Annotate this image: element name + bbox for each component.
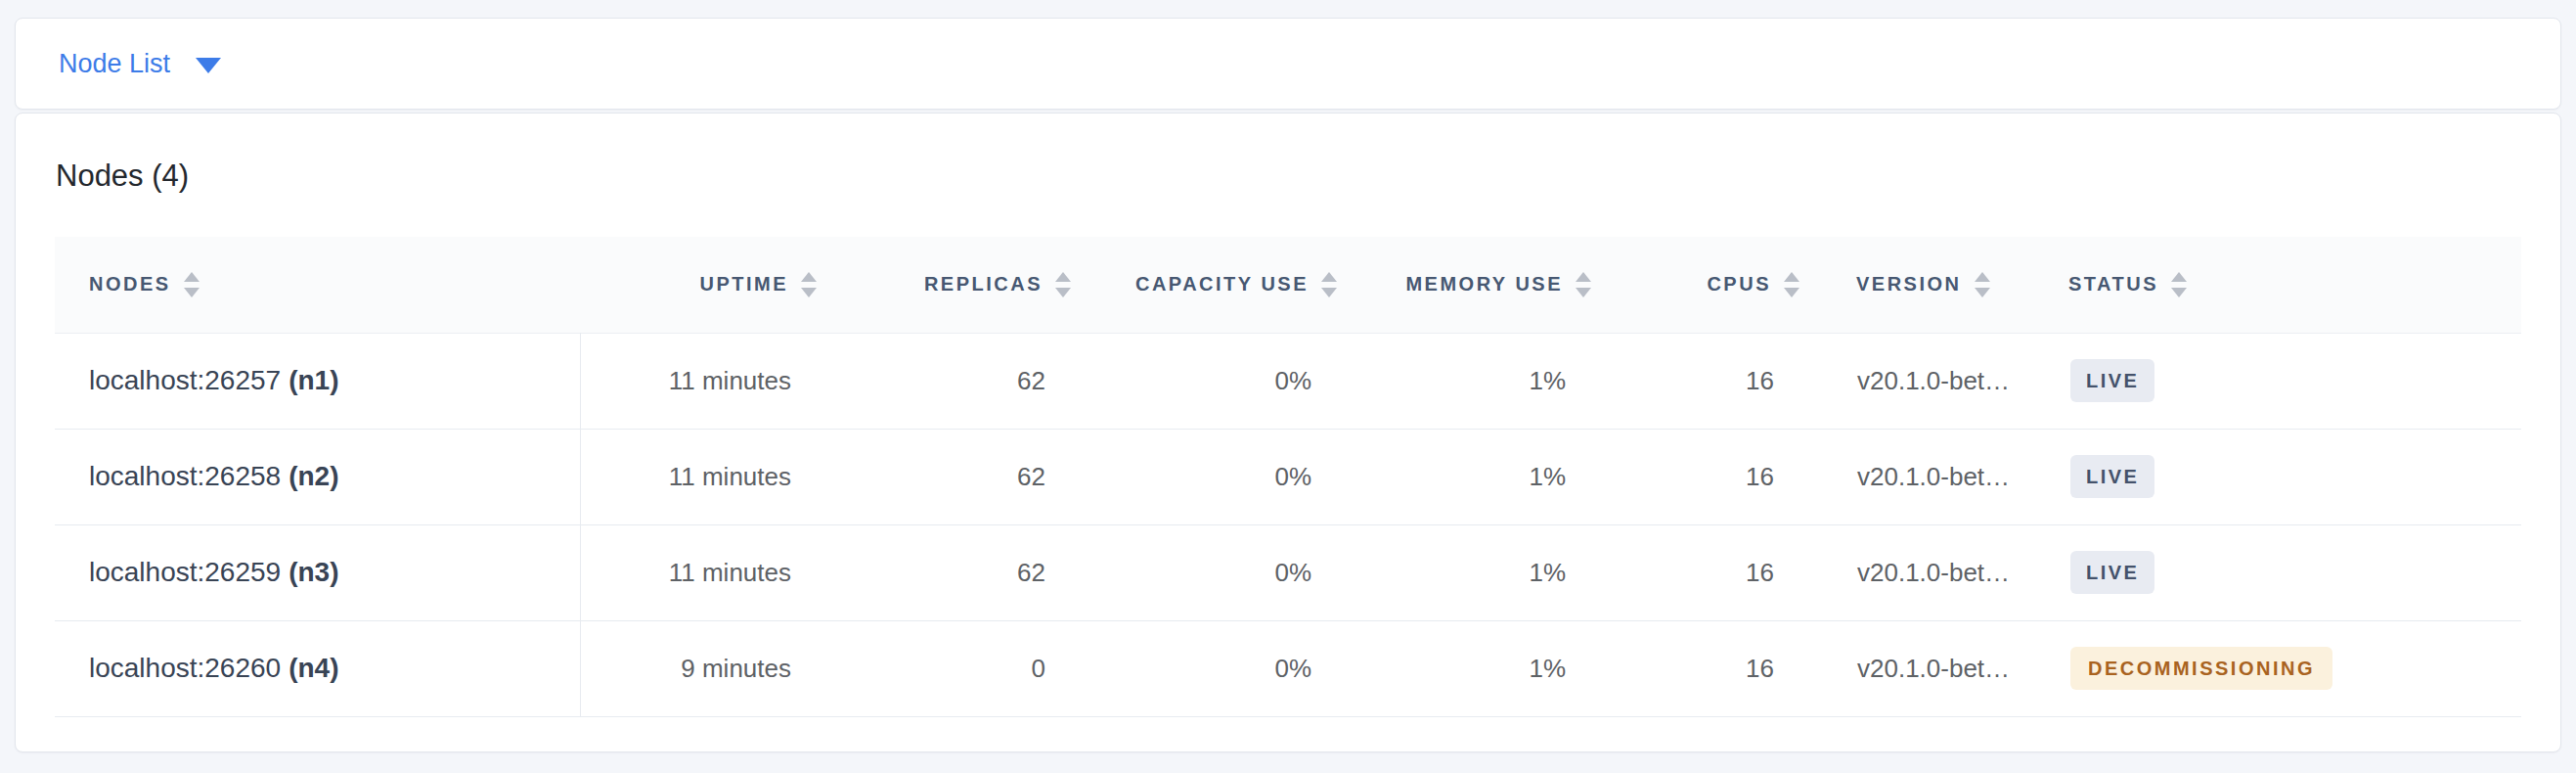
capacity-use-cell: 0%	[1082, 524, 1348, 620]
replicas-cell: 62	[827, 429, 1082, 524]
node-list-selector-label: Node List	[59, 51, 170, 77]
node-name: (n1)	[289, 365, 338, 395]
sort-icon[interactable]	[2171, 272, 2187, 297]
node-address: localhost:26260	[89, 653, 281, 683]
memory-use-cell: 1%	[1348, 429, 1602, 524]
capacity-use-cell: 0%	[1082, 620, 1348, 716]
node-cell: localhost:26259 (n3)	[55, 524, 580, 620]
sort-icon[interactable]	[1055, 272, 1071, 297]
node-cell: localhost:26258 (n2)	[55, 429, 580, 524]
status-badge: LIVE	[2070, 359, 2154, 402]
column-header-nodes-label: NODES	[89, 273, 171, 296]
column-header-memory-use-label: MEMORY USE	[1405, 273, 1563, 296]
cpus-cell: 16	[1602, 524, 1810, 620]
table-row: localhost:26260 (n4) 9 minutes 0 0% 1% 16…	[55, 620, 2521, 716]
status-badge: LIVE	[2070, 455, 2154, 498]
nodes-panel: Nodes (4) NODES UPTIM	[15, 113, 2561, 752]
column-header-version-label: VERSION	[1856, 273, 1962, 296]
column-header-status[interactable]: STATUS	[2045, 237, 2521, 333]
column-header-uptime-label: UPTIME	[699, 273, 788, 296]
column-header-replicas-label: REPLICAS	[924, 273, 1043, 296]
cpus-cell: 16	[1602, 333, 1810, 429]
status-badge: DECOMMISSIONING	[2070, 647, 2332, 690]
node-name: (n3)	[289, 557, 338, 587]
column-header-version[interactable]: VERSION	[1810, 237, 2045, 333]
node-name: (n4)	[289, 653, 338, 683]
sort-icon[interactable]	[1321, 272, 1337, 297]
node-name: (n2)	[289, 461, 338, 491]
uptime-cell: 11 minutes	[580, 333, 827, 429]
section-title: Nodes (4)	[55, 114, 2521, 194]
status-badge: LIVE	[2070, 551, 2154, 594]
memory-use-cell: 1%	[1348, 620, 1602, 716]
column-header-cpus-label: CPUS	[1707, 273, 1771, 296]
table-row: localhost:26258(n2) 11 minutes 62 0% 1% …	[55, 429, 2521, 524]
version-cell: v20.1.0-bet…	[1810, 333, 2045, 429]
node-address: localhost:26259	[89, 557, 281, 587]
column-header-nodes[interactable]: NODES	[55, 237, 580, 333]
replicas-cell: 0	[827, 620, 1082, 716]
replicas-cell: 62	[827, 524, 1082, 620]
sort-icon[interactable]	[184, 272, 200, 297]
uptime-cell: 9 minutes	[580, 620, 827, 716]
sort-icon[interactable]	[1576, 272, 1591, 297]
status-cell: LIVE	[2045, 524, 2521, 620]
sort-icon[interactable]	[801, 272, 817, 297]
uptime-cell: 11 minutes	[580, 524, 827, 620]
cpus-cell: 16	[1602, 620, 1810, 716]
sort-icon[interactable]	[1784, 272, 1799, 297]
status-cell: LIVE	[2045, 429, 2521, 524]
table-header-row: NODES UPTIME REPLICAS	[55, 237, 2521, 333]
version-cell: v20.1.0-bet…	[1810, 524, 2045, 620]
status-cell: LIVE	[2045, 333, 2521, 429]
version-cell: v20.1.0-bet…	[1810, 429, 2045, 524]
node-cell: localhost:26260 (n4)	[55, 620, 580, 716]
table-row: localhost:26257(n1) 11 minutes 62 0% 1% …	[55, 333, 2521, 429]
capacity-use-cell: 0%	[1082, 429, 1348, 524]
column-header-capacity-use[interactable]: CAPACITY USE	[1082, 237, 1348, 333]
column-header-capacity-use-label: CAPACITY USE	[1135, 270, 1309, 298]
cpus-cell: 16	[1602, 429, 1810, 524]
memory-use-cell: 1%	[1348, 333, 1602, 429]
uptime-cell: 11 minutes	[580, 429, 827, 524]
nodes-table: NODES UPTIME REPLICAS	[55, 237, 2521, 717]
node-list-selector[interactable]: Node List	[15, 18, 2561, 110]
memory-use-cell: 1%	[1348, 524, 1602, 620]
node-address: localhost:26257	[89, 365, 281, 395]
column-header-uptime[interactable]: UPTIME	[580, 237, 827, 333]
node-address: localhost:26258	[89, 461, 281, 491]
node-cell: localhost:26257 (n1)	[55, 333, 580, 429]
column-header-status-label: STATUS	[2068, 273, 2158, 296]
column-header-cpus[interactable]: CPUS	[1602, 237, 1810, 333]
version-cell: v20.1.0-bet…	[1810, 620, 2045, 716]
column-header-memory-use[interactable]: MEMORY USE	[1348, 237, 1602, 333]
caret-down-icon	[196, 58, 221, 73]
column-header-replicas[interactable]: REPLICAS	[827, 237, 1082, 333]
status-cell: DECOMMISSIONING	[2045, 620, 2521, 716]
sort-icon[interactable]	[1975, 272, 1990, 297]
capacity-use-cell: 0%	[1082, 333, 1348, 429]
table-row: localhost:26259(n3) 11 minutes 62 0% 1% …	[55, 524, 2521, 620]
replicas-cell: 62	[827, 333, 1082, 429]
